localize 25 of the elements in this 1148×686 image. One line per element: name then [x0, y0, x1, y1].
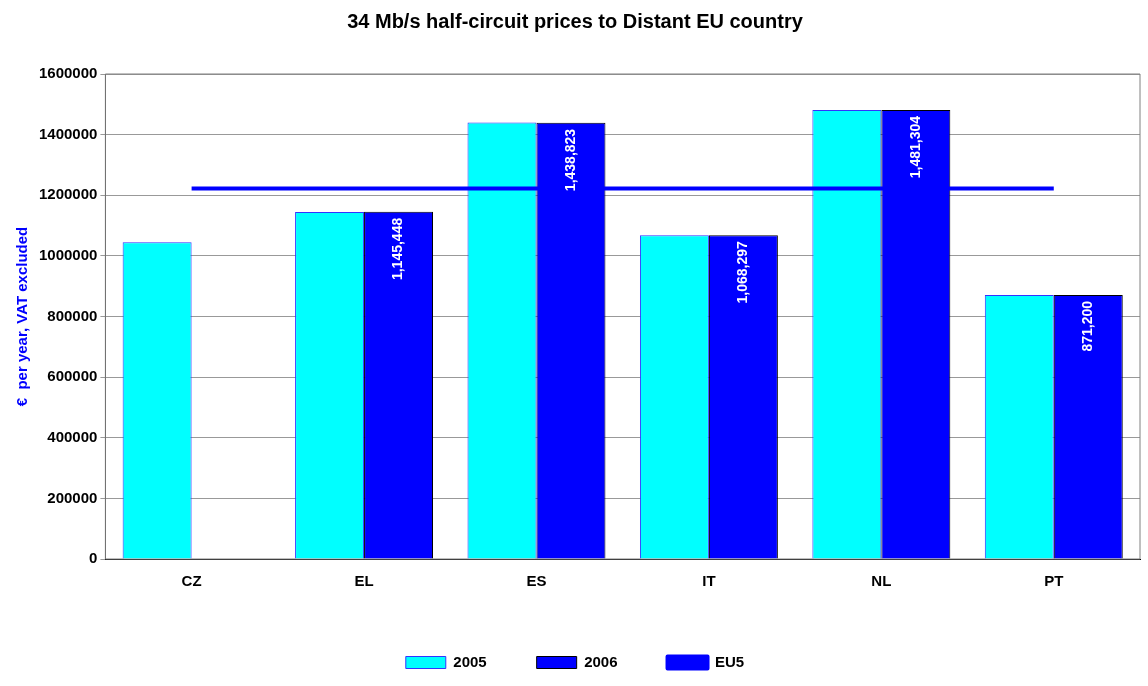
- x-tick-label: NL: [871, 572, 892, 590]
- y-tick-label: 0: [89, 549, 98, 567]
- legend-label: EU5: [715, 652, 745, 670]
- data-label: 871,200: [1079, 300, 1096, 352]
- x-tick-label: EL: [354, 572, 374, 590]
- legend-label: 2006: [584, 652, 618, 670]
- data-label: 1,068,297: [734, 240, 751, 304]
- y-axis-title: € per year, VAT excluded: [13, 226, 31, 407]
- data-label: 1,145,448: [389, 217, 406, 281]
- x-tick-label: CZ: [181, 572, 202, 590]
- x-tick-label: IT: [702, 572, 716, 590]
- y-tick-label: 200000: [47, 488, 98, 506]
- chart-title: 34 Mb/s half-circuit prices to Distant EU country: [347, 9, 804, 32]
- y-tick-label: 1000000: [38, 246, 98, 264]
- legend-label: 2005: [453, 652, 487, 670]
- y-tick-label: 400000: [47, 427, 98, 445]
- data-label: 1,481,304: [906, 115, 923, 179]
- y-tick-label: 1400000: [38, 124, 98, 142]
- y-tick-label: 1200000: [38, 185, 98, 203]
- data-label: 1,438,823: [561, 128, 578, 192]
- y-tick-label: 600000: [47, 367, 98, 385]
- x-tick-label: ES: [526, 572, 547, 590]
- y-tick-label: 1600000: [38, 64, 98, 82]
- x-tick-label: PT: [1044, 572, 1064, 590]
- y-tick-label: 800000: [47, 306, 98, 324]
